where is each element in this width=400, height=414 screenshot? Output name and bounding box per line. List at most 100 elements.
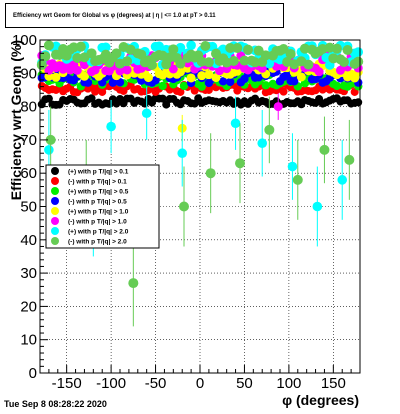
data-point: [215, 66, 225, 76]
data-point: [45, 134, 56, 145]
data-point: [353, 56, 364, 67]
data-point: [177, 148, 188, 159]
data-point: [239, 55, 250, 66]
y-tick-label: 30: [20, 265, 37, 282]
data-point: [225, 42, 236, 53]
tick-labels: 0 10 20 30 40 50 60 70 80 90 100 -150 -100 -50 0 50 100 1…: [12, 32, 346, 392]
series-0: [37, 94, 363, 109]
data-point: [75, 41, 86, 52]
legend-entry: (+) with p T/|q| > 0.1: [68, 169, 129, 176]
data-point: [143, 73, 153, 83]
data-point: [200, 40, 211, 51]
data-point: [273, 102, 283, 112]
data-point: [111, 48, 122, 59]
data-point: [235, 158, 245, 169]
legend-marker: [51, 227, 59, 235]
chart-title-box: Efficiency wrt Geom for Global vs φ (deg…: [5, 3, 284, 28]
legend: (+) with p T/|q| > 0.1 (-) with p T/|q| >…: [45, 164, 160, 249]
chart-title: Efficiency wrt Geom for Global vs φ (deg…: [13, 12, 216, 19]
data-point: [98, 87, 107, 96]
data-point: [175, 58, 186, 69]
data-point: [151, 76, 160, 85]
data-point: [331, 43, 342, 54]
data-point: [285, 48, 296, 59]
data-point: [100, 42, 111, 53]
data-point: [230, 118, 241, 129]
data-point: [115, 78, 125, 87]
data-point: [232, 42, 243, 53]
x-axis-label: φ (degrees): [282, 392, 359, 408]
data-point: [314, 67, 324, 77]
data-point: [287, 161, 298, 172]
data-point: [44, 94, 53, 103]
data-point: [106, 121, 116, 132]
data-point: [58, 64, 68, 74]
y-tick-label: 10: [20, 332, 37, 349]
data-point: [279, 87, 288, 96]
x-tick-label: 100: [276, 375, 301, 392]
data-point: [218, 77, 228, 86]
x-tick-label: -50: [145, 375, 167, 392]
legend-marker: [51, 207, 59, 215]
data-point: [321, 52, 332, 63]
data-point: [344, 154, 355, 165]
data-point: [51, 72, 61, 82]
x-tick-label: 150: [321, 375, 346, 392]
data-point: [43, 40, 54, 51]
data-point: [260, 50, 271, 61]
y-tick-label: 100: [12, 32, 37, 49]
legend-entry: (-) with p T/|q| > 2.0: [68, 239, 127, 246]
data-point: [226, 77, 235, 87]
data-point: [342, 44, 353, 55]
data-point: [312, 201, 323, 212]
data-point: [86, 48, 97, 59]
legend-marker: [51, 187, 59, 195]
legend-entry: (+) with p T/|q| > 1.0: [68, 209, 129, 216]
data-point: [197, 71, 207, 81]
data-point: [204, 70, 214, 80]
data-point: [303, 59, 314, 70]
y-tick-label: 90: [20, 65, 37, 82]
data-point: [44, 65, 54, 75]
data-point: [243, 44, 253, 55]
data-point: [158, 81, 167, 91]
data-point: [136, 49, 147, 60]
legend-marker: [51, 237, 59, 245]
data-point: [205, 168, 216, 179]
legend-entry: (+) with p T/|q| > 0.5: [68, 189, 129, 196]
data-point: [228, 55, 239, 66]
data-point: [332, 81, 342, 91]
y-tick-label: 20: [20, 298, 37, 315]
data-point: [79, 71, 89, 81]
legend-marker: [51, 167, 59, 175]
data-point: [147, 59, 157, 70]
timestamp: Tue Sep 8 08:28:22 2020: [4, 399, 107, 409]
data-point: [337, 175, 348, 185]
data-point: [158, 94, 167, 103]
data-point: [175, 67, 185, 77]
data-point: [353, 47, 364, 57]
data-point: [44, 145, 54, 155]
data-point: [186, 40, 196, 51]
data-point: [168, 64, 178, 74]
y-tick-label: 40: [20, 232, 37, 249]
data-point: [278, 43, 289, 54]
data-point: [257, 138, 268, 149]
data-point: [128, 278, 139, 289]
data-point: [292, 174, 303, 185]
y-tick-label: 60: [20, 165, 37, 182]
data-point: [79, 60, 89, 70]
data-point: [154, 41, 164, 52]
x-tick-label: -150: [52, 375, 82, 392]
data-point: [264, 124, 275, 135]
data-point: [179, 81, 189, 91]
axis-ticks: [40, 39, 352, 374]
legend-marker: [51, 197, 59, 205]
data-point: [186, 73, 196, 83]
data-point: [168, 44, 179, 55]
data-point: [176, 87, 185, 96]
y-tick-label: 70: [20, 132, 37, 149]
data-point: [141, 108, 152, 119]
data-point: [354, 98, 363, 107]
